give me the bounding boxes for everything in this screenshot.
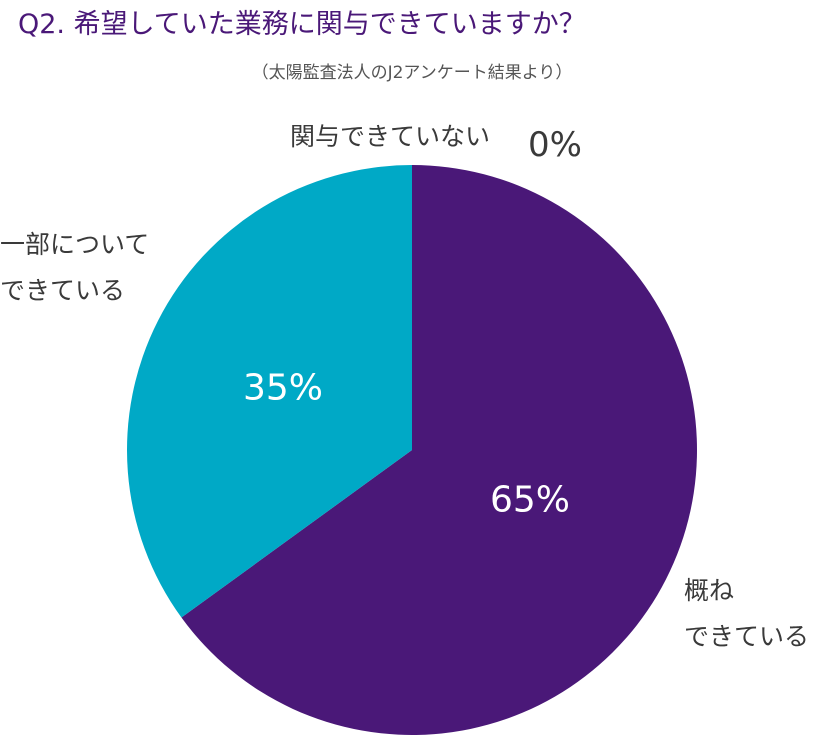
pie-slice [126,164,413,618]
slice-label: 関与できていない [290,122,491,151]
slice-label: 一部について できている [0,230,150,305]
value-label: 0% [528,125,582,165]
chart-title: Q2. 希望していた業務に関与できていますか？ [18,9,586,40]
slice-label: 概ね できている [684,576,810,651]
value-label: 65% [489,479,571,521]
pie-slice [181,165,697,735]
chart-subtitle: （太陽監査法人のJ2アンケート結果より） [251,63,573,83]
value-label: 35% [242,367,324,409]
